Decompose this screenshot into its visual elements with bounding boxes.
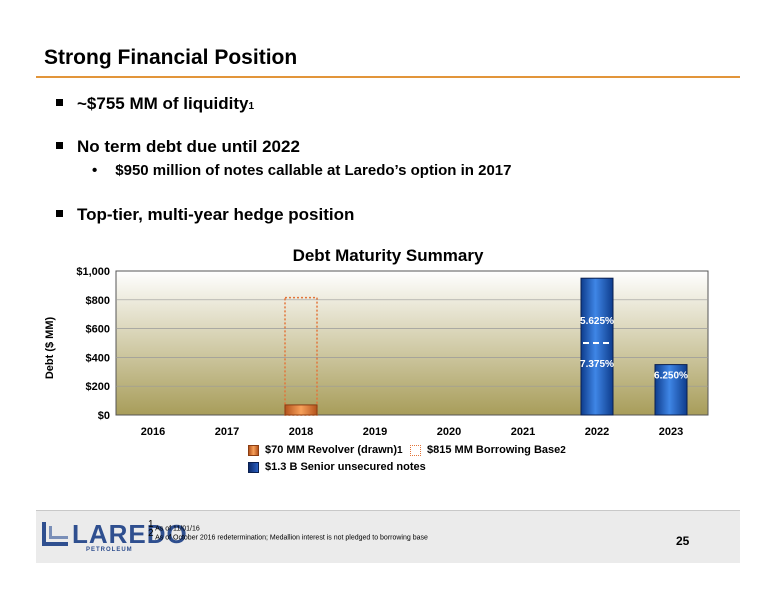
title-divider	[36, 76, 740, 78]
revolver-bar	[284, 404, 318, 416]
senior-notes-swatch-icon	[248, 461, 259, 473]
x-tick-label: 2022	[585, 426, 609, 438]
coupon-rate-label: 5.625%	[580, 316, 614, 327]
logo-subtitle: PETROLEUM	[86, 547, 133, 553]
footnote-ref: 2	[560, 444, 566, 456]
legend-senior-notes: $1.3 B Senior unsecured notes	[248, 461, 426, 473]
bullet-text: Top-tier, multi-year hedge position	[77, 205, 355, 224]
y-tick-labels: $0 $200 $400 $600 $800 $1,000	[76, 266, 110, 422]
logo-wordmark: LAREDO	[72, 519, 188, 549]
slide-title: Strong Financial Position	[44, 46, 298, 69]
senior-notes-bar	[580, 277, 614, 416]
borrowing-base-swatch-icon	[410, 444, 421, 456]
legend-revolver: $70 MM Revolver (drawn) 1	[248, 444, 403, 456]
square-bullet-icon	[56, 210, 63, 217]
footnote-ref: 1	[248, 101, 255, 112]
page-number: 25	[676, 534, 690, 548]
square-bullet-icon	[56, 142, 63, 149]
legend-label: $815 MM Borrowing Base	[427, 444, 561, 456]
footer-band	[36, 510, 740, 563]
footnote-num: 1	[148, 519, 154, 530]
x-tick-label: 2021	[511, 426, 535, 438]
footnote-num: 2	[148, 528, 154, 539]
bars	[284, 277, 688, 416]
plot-area	[115, 270, 709, 416]
legend-label: $1.3 B Senior unsecured notes	[265, 461, 426, 473]
footnote-text: As of 11/01/16	[155, 525, 200, 533]
senior-notes-bar	[654, 364, 688, 416]
y-tick-label: $200	[86, 381, 110, 393]
x-tick-labels: 2016 2017 2018 2019 2020 2021 2022 2023	[141, 426, 683, 438]
bullet-hedge: Top-tier, multi-year hedge position	[56, 205, 354, 225]
coupon-rate-label: 6.250%	[654, 371, 688, 382]
x-tick-label: 2017	[215, 426, 239, 438]
chart-title: Debt Maturity Summary	[292, 246, 484, 265]
x-tick-label: 2023	[659, 426, 683, 438]
square-bullet-icon	[56, 99, 63, 106]
sub-bullet-text: $950 million of notes callable at Laredo…	[115, 162, 512, 179]
y-tick-label: $400	[86, 352, 110, 364]
footnote-ref: 1	[397, 444, 403, 456]
x-tick-label: 2018	[289, 426, 313, 438]
y-tick-label: $800	[86, 295, 110, 307]
revolver-swatch-icon	[248, 444, 259, 456]
footnote-text: As of October 2016 redetermination; Meda…	[155, 534, 428, 542]
x-tick-label: 2020	[437, 426, 461, 438]
y-tick-label: $0	[98, 410, 110, 422]
dot-bullet-icon: •	[92, 162, 98, 179]
coupon-rate-label: 7.375%	[580, 359, 614, 370]
x-tick-label: 2016	[141, 426, 165, 438]
legend-label: $70 MM Revolver (drawn)	[265, 444, 398, 456]
x-tick-label: 2019	[363, 426, 387, 438]
bullet-term-debt: No term debt due until 2022	[56, 137, 300, 157]
sub-bullet-callable-notes: • $950 million of notes callable at Lare…	[92, 162, 511, 179]
footnote-1: 1 As of 11/01/16	[148, 519, 200, 532]
y-tick-label: $600	[86, 324, 110, 336]
bullet-text: ~$755 MM of liquidity	[77, 94, 249, 113]
bar-annotations: 5.625% 7.375% 6.250%	[580, 316, 688, 381]
legend-borrowing-base: $815 MM Borrowing Base 2	[410, 444, 566, 456]
y-tick-label: $1,000	[76, 266, 110, 278]
laredo-logo-icon	[42, 522, 68, 546]
footnote-2: 2 As of October 2016 redetermination; Me…	[148, 528, 428, 541]
bullet-liquidity: ~$755 MM of liquidity 1	[56, 94, 254, 114]
bullet-text: No term debt due until 2022	[77, 137, 300, 156]
